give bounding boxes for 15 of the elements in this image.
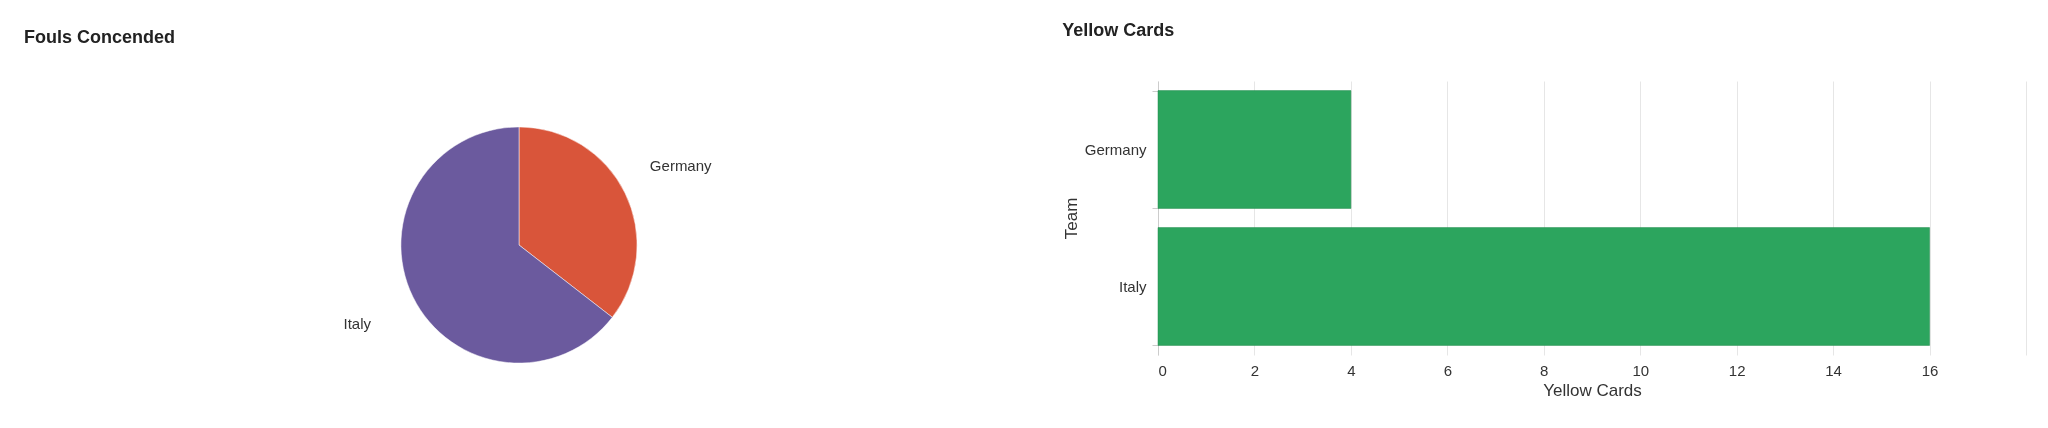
x-tick-label: 12	[1728, 361, 1746, 379]
x-axis-title: Yellow Cards	[1543, 380, 1642, 400]
slice-label: Germany	[649, 156, 713, 174]
x-tick-label: 6	[1443, 361, 1453, 379]
text: Fouls Concended	[24, 27, 176, 47]
x-tick-label: 16	[1921, 361, 1939, 379]
x-tick-label: 14	[1825, 361, 1842, 379]
y-axis-title: Team	[1061, 197, 1081, 240]
chart-title: Yellow Cards	[1062, 20, 1175, 40]
slice-label: Italy	[343, 315, 372, 333]
x-tick-label: 2	[1250, 361, 1260, 379]
x-tick-label: 8	[1540, 361, 1549, 379]
x-tick-label: 10	[1632, 361, 1650, 379]
x-tick-label: 4	[1347, 361, 1356, 379]
x-tick-label: 0	[1158, 361, 1167, 379]
